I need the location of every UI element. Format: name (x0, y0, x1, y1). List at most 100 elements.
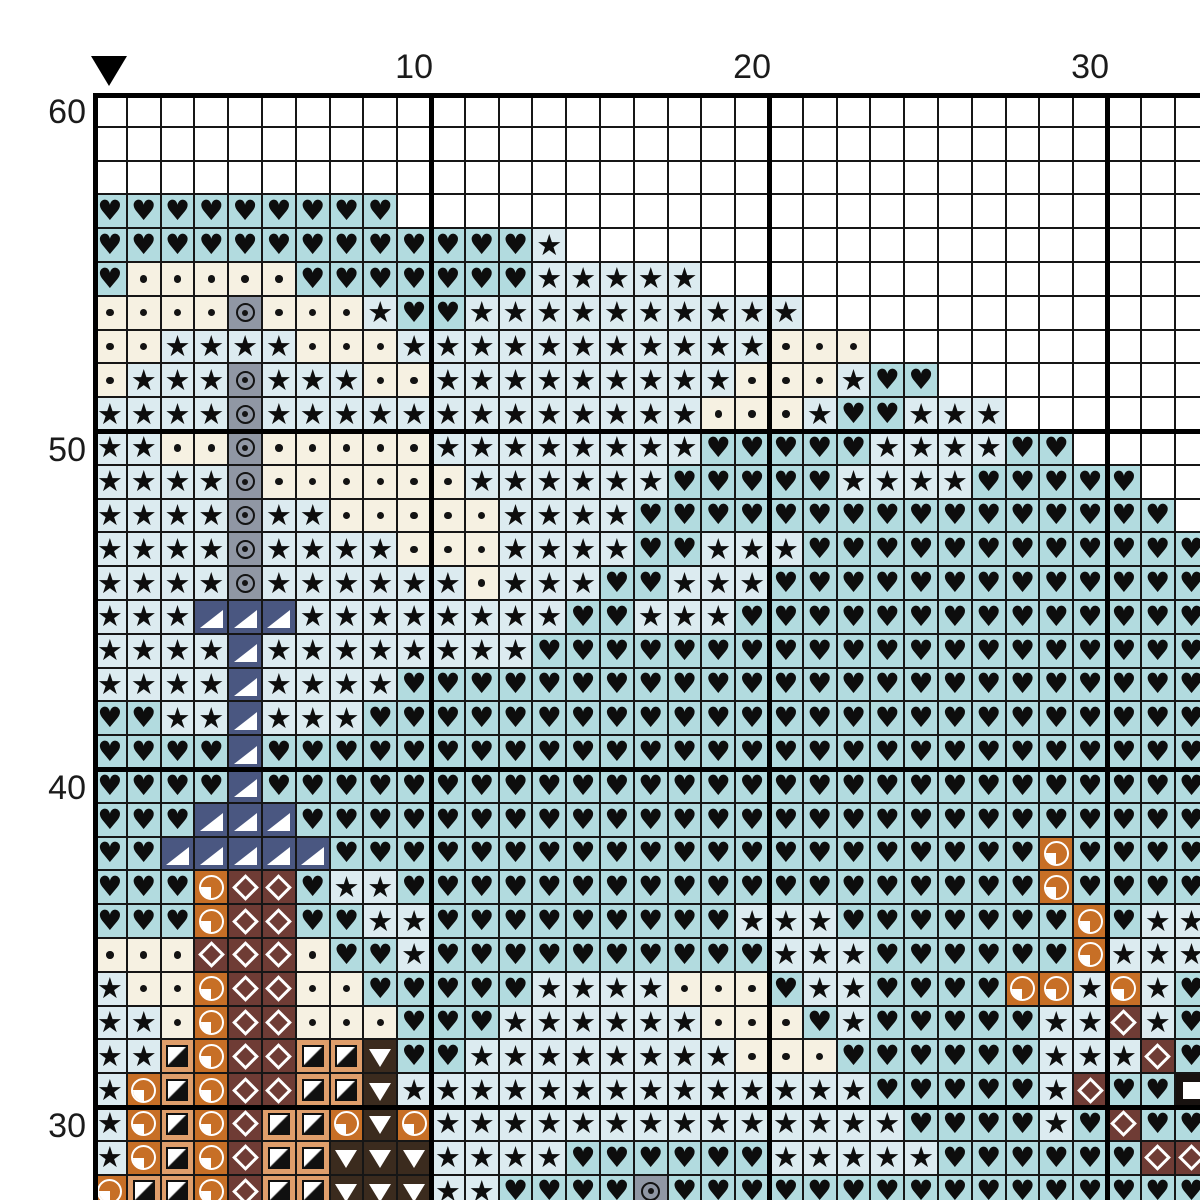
stitch-cell: ♥ (566, 836, 600, 871)
stitch-cell: ★ (870, 464, 905, 499)
stitch-cell: ♥ (701, 464, 736, 499)
stitch-cell (600, 160, 634, 195)
stitch-cell: ★ (735, 295, 769, 330)
stitch-cell: ★ (160, 566, 195, 600)
stitch-cell: ♥ (93, 836, 127, 871)
heart-icon: ♥ (1178, 667, 1200, 701)
stitch-cell (329, 1073, 364, 1107)
stitch-cell (397, 93, 431, 127)
diamond-outline-icon (1110, 1009, 1138, 1036)
stitch-cell: ★ (802, 904, 837, 938)
stitch-cell (262, 836, 296, 871)
stitch-cell: ♥ (802, 498, 837, 533)
heart-icon: ♥ (1111, 498, 1137, 532)
thick-gridline-horizontal (93, 766, 1200, 772)
diamond-outline-icon (231, 1178, 259, 1200)
stitch-cell (363, 363, 398, 398)
stitch-cell (464, 126, 499, 161)
dot-icon (139, 308, 148, 317)
stitch-cell (295, 938, 330, 972)
stitch-cell: ♥ (971, 498, 1006, 533)
corner-triangle-icon (233, 610, 257, 629)
quarter-circle-icon (1009, 976, 1035, 1002)
square-diagonal-icon (166, 1146, 189, 1169)
stitch-cell (397, 1174, 431, 1200)
stitch-cell (363, 329, 398, 364)
stitch-cell (160, 431, 195, 465)
stitch-cell (397, 464, 431, 499)
star-icon: ★ (468, 328, 495, 363)
stitch-cell: ★ (1140, 971, 1175, 1006)
stitch-cell: ♥ (126, 836, 161, 871)
dot-icon (815, 1052, 824, 1061)
stitch-cell (870, 160, 905, 195)
stitch-cell: ♥ (1039, 938, 1074, 972)
stitch-cell: ★ (633, 431, 668, 465)
stitch-cell: ★ (836, 1140, 871, 1175)
heart-icon: ♥ (1043, 1174, 1069, 1200)
heart-icon: ♥ (502, 768, 529, 802)
quarter-circle-icon (198, 1077, 224, 1103)
heart-icon: ♥ (807, 836, 833, 870)
star-icon: ★ (739, 531, 766, 566)
stitch-cell: ♥ (1174, 769, 1200, 803)
stitch-cell: ♥ (938, 904, 972, 938)
stitch-cell: ★ (295, 532, 330, 567)
stitch-cell: ♥ (295, 194, 330, 229)
stitch-cell (464, 498, 499, 533)
star-icon: ★ (671, 599, 698, 634)
stitch-cell (1005, 363, 1040, 398)
stitch-cell (126, 329, 161, 364)
stitch-cell: ★ (870, 1106, 905, 1141)
heart-icon: ♥ (1043, 498, 1069, 532)
stitch-cell (228, 1005, 262, 1040)
stitch-cell: ♥ (971, 1174, 1006, 1200)
thick-gridline-horizontal (93, 428, 1200, 434)
heart-icon: ♥ (908, 1005, 934, 1039)
stitch-cell: ★ (667, 1073, 702, 1107)
star-icon: ★ (164, 599, 191, 634)
stitch-cell: ★ (363, 600, 398, 634)
stitch-cell: ♥ (126, 194, 161, 229)
stitch-cell: ★ (971, 397, 1006, 431)
star-icon: ★ (502, 1072, 529, 1107)
heart-icon: ♥ (942, 1174, 968, 1200)
stitch-cell: ★ (667, 566, 702, 600)
stitch-cell: ★ (93, 464, 127, 499)
star-icon: ★ (265, 531, 292, 566)
stitch-cell: ♥ (566, 769, 600, 803)
stitch-cell: ♥ (498, 904, 533, 938)
stitch-cell: ♥ (1005, 769, 1040, 803)
stitch-cell: ♥ (802, 566, 837, 600)
heart-icon: ♥ (502, 228, 529, 262)
stitch-cell (735, 363, 769, 398)
heart-icon: ♥ (1009, 430, 1036, 464)
stitch-cell: ★ (126, 532, 161, 567)
dot-icon (342, 984, 351, 993)
diamond-outline-icon (231, 873, 259, 901)
stitch-cell: ★ (532, 464, 567, 499)
stitch-cell: ♥ (566, 904, 600, 938)
circled-dot-icon (235, 573, 255, 593)
stitch-cell: ♥ (532, 633, 567, 668)
star-icon: ★ (874, 1106, 901, 1141)
star-icon: ★ (96, 1106, 123, 1141)
heart-icon: ♥ (840, 1039, 867, 1073)
stitch-cell (329, 93, 364, 127)
star-icon: ★ (874, 430, 901, 465)
stitch-cell: ★ (160, 532, 195, 567)
stitch-cell: ★ (802, 971, 837, 1006)
stitch-cell: ★ (971, 431, 1006, 465)
square-diagonal-icon (166, 1045, 189, 1068)
heart-icon: ♥ (401, 870, 427, 904)
stitch-cell: ♥ (262, 194, 296, 229)
stitch-cell: ♥ (904, 498, 938, 533)
stitch-cell (904, 295, 938, 330)
heart-icon: ♥ (570, 768, 596, 802)
stitch-cell: ★ (329, 701, 364, 736)
heart-icon: ♥ (1009, 599, 1036, 633)
column-number-label: 10 (395, 48, 434, 86)
stitch-cell: ♥ (1107, 802, 1141, 837)
star-icon: ★ (401, 903, 428, 938)
stitch-cell: ★ (93, 633, 127, 668)
